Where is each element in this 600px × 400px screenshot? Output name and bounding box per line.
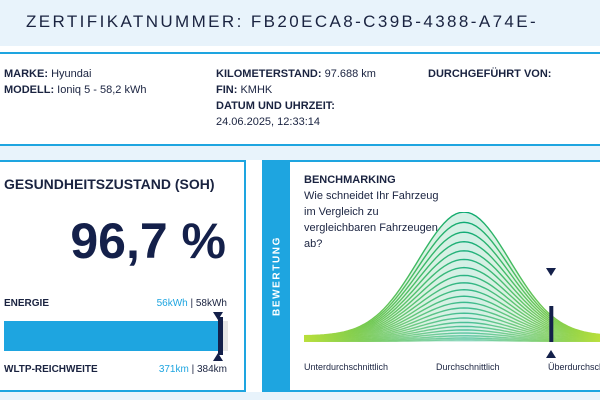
energy-separator: |	[187, 298, 196, 309]
mileage-row: KILOMETERSTAND: 97.688 km	[216, 68, 376, 80]
bottom-band	[0, 392, 600, 400]
benchmark-marker-top-icon	[546, 268, 557, 276]
range-current: 371km	[158, 364, 189, 375]
date-label: DATUM UND UHRZEIT:	[216, 100, 335, 112]
top-band	[0, 0, 600, 46]
soh-title: GESUNDHEITSZUSTAND (SOH)	[4, 176, 215, 192]
model-row: MODELL: Ioniq 5 - 58,2 kWh	[4, 84, 146, 96]
performed-by-label: DURCHGEFÜHRT VON:	[428, 68, 552, 80]
model-value: Ioniq 5 - 58,2 kWh	[57, 84, 147, 96]
middle-band	[0, 146, 600, 160]
date-value: 24.06.2025, 12:33:14	[216, 116, 320, 128]
label-above-average: Überdurchschnittlich	[548, 362, 600, 372]
certificate-number: ZERTIFIKATNUMMER: FB20ECA8-C39B-4388-A74…	[26, 12, 538, 32]
make-value: Hyundai	[51, 68, 92, 80]
vehicle-info-card: MARKE: Hyundai MODELL: Ioniq 5 - 58,2 kW…	[0, 52, 600, 146]
benchmark-marker-bottom-icon	[546, 350, 557, 358]
soh-value: 96,7 %	[70, 213, 226, 269]
energy-label: ENERGIE	[4, 298, 50, 309]
distribution-curve	[304, 212, 600, 342]
energy-values: 56kWh | 58kWh	[157, 298, 227, 309]
range-total: 384km	[196, 364, 227, 375]
certificate-value: FB20ECA8-C39B-4388-A74E-	[250, 12, 539, 31]
vin-value: KMHK	[240, 84, 273, 96]
energy-total: 58kWh	[195, 298, 227, 309]
range-separator: |	[188, 364, 197, 375]
energy-marker-bottom-icon	[213, 353, 223, 361]
model-label: MODELL:	[4, 84, 55, 96]
range-label: WLTP-REICHWEITE	[4, 364, 98, 375]
rating-side-tab: BEWERTUNG	[264, 162, 290, 390]
benchmark-marker	[549, 306, 554, 342]
make-row: MARKE: Hyundai	[4, 68, 91, 80]
label-below-average: Unterdurchschnittlich	[304, 362, 389, 372]
benchmark-question: Wie schneidet Ihr Fahrzeug im Vergleich …	[304, 190, 439, 250]
range-values: 371km | 384km	[159, 364, 227, 375]
vin-label: FIN:	[216, 84, 238, 96]
rating-side-tab-label: BEWERTUNG	[271, 236, 283, 316]
energy-bar	[4, 317, 228, 355]
make-label: MARKE:	[4, 68, 48, 80]
mileage-value: 97.688 km	[324, 68, 376, 80]
benchmark-title: BENCHMARKING	[304, 174, 396, 186]
energy-current: 56kWh	[156, 298, 188, 309]
energy-bar-marker	[217, 317, 223, 355]
mileage-label: KILOMETERSTAND:	[216, 68, 322, 80]
energy-marker-top-icon	[213, 312, 223, 320]
label-average: Durchschnittlich	[436, 362, 500, 372]
soh-card: GESUNDHEITSZUSTAND (SOH) 96,7 % ENERGIE …	[0, 160, 246, 392]
energy-bar-fill	[4, 321, 221, 351]
vin-row: FIN: KMHK	[216, 84, 272, 96]
benchmark-card: BEWERTUNG BENCHMARKING Wie schneidet Ihr…	[262, 160, 600, 392]
certificate-label: ZERTIFIKATNUMMER:	[26, 12, 244, 31]
